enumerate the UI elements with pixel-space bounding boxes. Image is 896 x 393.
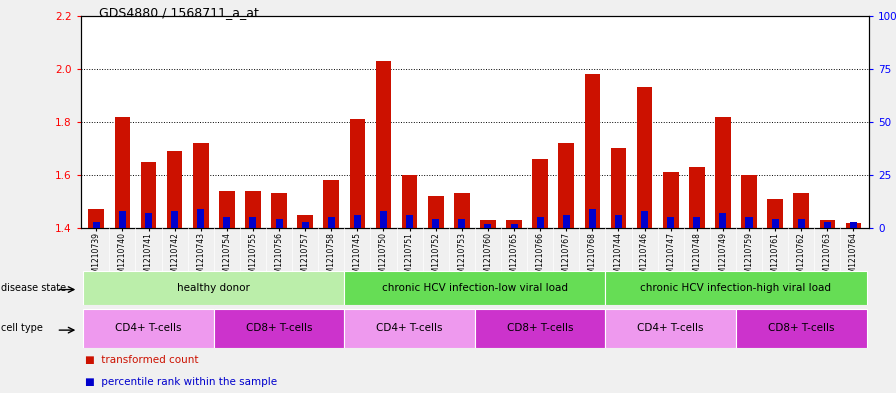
Text: CD8+ T-cells: CD8+ T-cells xyxy=(507,323,573,333)
Bar xyxy=(89,209,104,228)
Bar xyxy=(401,175,418,228)
Bar xyxy=(532,159,548,228)
Bar xyxy=(797,219,805,228)
Bar xyxy=(432,219,439,228)
Text: disease state: disease state xyxy=(1,283,66,293)
Bar xyxy=(406,215,413,228)
Bar xyxy=(850,222,857,228)
Text: ■  transformed count: ■ transformed count xyxy=(85,356,199,365)
Bar xyxy=(641,211,648,228)
Bar xyxy=(736,309,866,348)
Bar xyxy=(193,143,209,228)
Text: chronic HCV infection-low viral load: chronic HCV infection-low viral load xyxy=(382,283,568,293)
Text: healthy donor: healthy donor xyxy=(177,283,250,293)
Bar xyxy=(297,215,313,228)
Bar xyxy=(246,191,261,228)
Bar xyxy=(475,309,606,348)
Bar xyxy=(328,217,335,228)
Bar xyxy=(506,220,521,228)
Bar xyxy=(454,193,470,228)
Bar xyxy=(249,217,256,228)
Text: CD8+ T-cells: CD8+ T-cells xyxy=(246,323,313,333)
Bar xyxy=(846,223,861,228)
Bar xyxy=(271,193,287,228)
Bar xyxy=(354,215,361,228)
Text: CD4+ T-cells: CD4+ T-cells xyxy=(376,323,443,333)
Bar xyxy=(615,215,622,228)
Bar xyxy=(694,217,701,228)
Bar xyxy=(197,209,204,228)
Text: CD4+ T-cells: CD4+ T-cells xyxy=(116,323,182,333)
Bar xyxy=(115,117,130,228)
Bar xyxy=(276,219,282,228)
Bar xyxy=(537,217,544,228)
Bar xyxy=(380,211,387,228)
Bar xyxy=(563,215,570,228)
Bar xyxy=(480,220,495,228)
Bar xyxy=(771,219,779,228)
Bar xyxy=(344,309,475,348)
Bar xyxy=(793,193,809,228)
Bar xyxy=(589,209,596,228)
Bar xyxy=(485,224,492,228)
Bar xyxy=(767,199,783,228)
Bar xyxy=(458,219,465,228)
Text: chronic HCV infection-high viral load: chronic HCV infection-high viral load xyxy=(641,283,831,293)
Bar xyxy=(145,213,152,228)
Bar xyxy=(375,61,392,228)
Bar xyxy=(663,172,678,228)
Bar xyxy=(344,271,606,305)
Bar xyxy=(719,213,727,228)
Bar xyxy=(637,87,652,228)
Text: ■  percentile rank within the sample: ■ percentile rank within the sample xyxy=(85,377,277,387)
Bar xyxy=(611,149,626,228)
Bar xyxy=(715,117,731,228)
Bar xyxy=(83,309,214,348)
Bar xyxy=(823,222,831,228)
Bar xyxy=(689,167,704,228)
Bar xyxy=(668,217,674,228)
Bar xyxy=(558,143,574,228)
Text: CD8+ T-cells: CD8+ T-cells xyxy=(768,323,834,333)
Bar xyxy=(428,196,444,228)
Bar xyxy=(83,271,344,305)
Text: GDS4880 / 1568711_a_at: GDS4880 / 1568711_a_at xyxy=(99,6,258,19)
Bar xyxy=(119,211,126,228)
Text: cell type: cell type xyxy=(1,323,43,333)
Bar xyxy=(93,222,99,228)
Bar xyxy=(584,74,600,228)
Bar xyxy=(219,191,235,228)
Bar xyxy=(741,175,757,228)
Bar xyxy=(214,309,344,348)
Bar xyxy=(820,220,835,228)
Bar xyxy=(745,217,753,228)
Bar xyxy=(606,309,736,348)
Bar xyxy=(302,222,309,228)
Bar xyxy=(167,151,183,228)
Bar xyxy=(223,217,230,228)
Bar xyxy=(511,224,518,228)
Text: CD4+ T-cells: CD4+ T-cells xyxy=(637,323,704,333)
Bar xyxy=(606,271,866,305)
Bar xyxy=(349,119,366,228)
Bar xyxy=(171,211,178,228)
Bar xyxy=(141,162,157,228)
Bar xyxy=(323,180,339,228)
